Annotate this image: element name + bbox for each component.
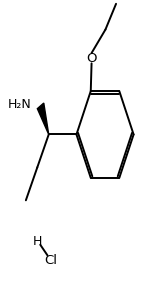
Polygon shape xyxy=(37,103,49,134)
Text: H: H xyxy=(33,235,42,248)
Text: Cl: Cl xyxy=(45,254,58,267)
Text: H₂N: H₂N xyxy=(8,98,32,111)
Text: O: O xyxy=(86,52,97,65)
